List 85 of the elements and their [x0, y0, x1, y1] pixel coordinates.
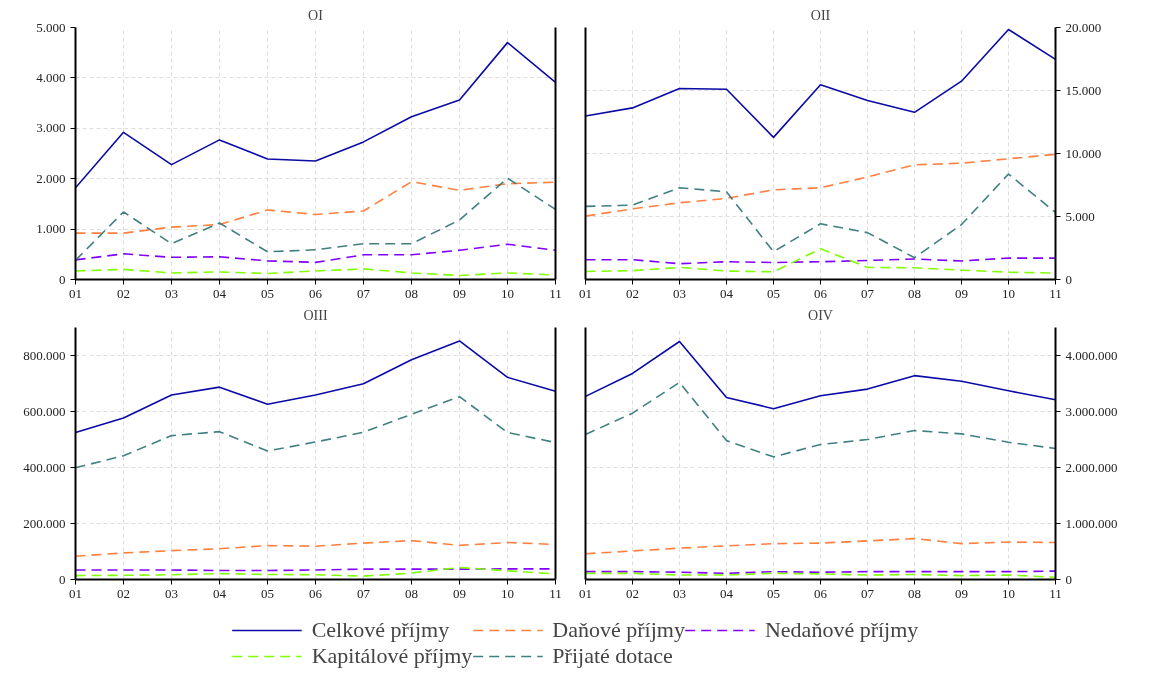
x-tick-label: 08 — [405, 585, 418, 601]
x-tick-label: 01 — [69, 585, 82, 601]
x-tick-label: 05 — [261, 585, 274, 601]
line-series — [585, 537, 1056, 555]
line-series — [75, 177, 556, 262]
x-tick-label: 06 — [814, 285, 828, 301]
x-tick-label: 11 — [1049, 285, 1062, 301]
x-tick-label: 01 — [579, 285, 592, 301]
x-tick-label: 04 — [720, 585, 734, 601]
x-tick-label: 01 — [579, 585, 592, 601]
y-tick-label: 2.000.000 — [1065, 459, 1118, 475]
line-series — [75, 180, 556, 234]
y-tick-label: 4.000.000 — [1065, 347, 1118, 363]
y-tick-label: 15.000 — [1065, 82, 1102, 98]
x-tick-label: 10 — [501, 585, 514, 601]
x-tick-label: 05 — [261, 285, 274, 301]
legend-label: Celkové příjmy — [311, 616, 450, 643]
x-tick-label: 01 — [69, 285, 82, 301]
x-tick-label: 09 — [955, 585, 968, 601]
chart-title: OIII — [303, 307, 328, 323]
x-tick-label: 07 — [861, 285, 875, 301]
x-tick-label: 05 — [767, 285, 780, 301]
x-tick-label: 02 — [626, 585, 639, 601]
x-tick-label: 02 — [117, 285, 130, 301]
x-tick-label: 03 — [673, 585, 686, 601]
y-tick-label: 0 — [59, 571, 66, 587]
legend-label: Přijaté dotace — [552, 642, 673, 669]
x-tick-label: 05 — [767, 585, 780, 601]
x-tick-label: 03 — [165, 585, 178, 601]
x-tick-label: 10 — [1002, 585, 1015, 601]
x-tick-label: 07 — [357, 585, 371, 601]
y-tick-label: 400.000 — [23, 459, 66, 475]
line-series — [585, 381, 1056, 458]
y-tick-label: 10.000 — [1065, 145, 1102, 161]
y-tick-label: 4.000 — [36, 69, 66, 85]
x-tick-label: 02 — [626, 285, 639, 301]
y-tick-label: 5.000 — [36, 19, 66, 35]
chart-title: OI — [308, 7, 324, 23]
y-tick-label: 0 — [1065, 571, 1072, 587]
x-tick-label: 06 — [309, 285, 323, 301]
x-tick-label: 08 — [405, 285, 418, 301]
x-tick-label: 09 — [453, 585, 466, 601]
x-tick-label: 09 — [955, 285, 968, 301]
line-series — [585, 173, 1056, 259]
x-tick-label: 10 — [1002, 285, 1015, 301]
x-tick-label: 10 — [501, 285, 514, 301]
line-series — [585, 153, 1056, 217]
legend-label: Nedaňové příjmy — [764, 616, 919, 643]
chart-title: OII — [810, 7, 831, 23]
y-tick-label: 2.000 — [36, 170, 66, 186]
x-tick-label: 04 — [720, 285, 734, 301]
y-tick-label: 20.000 — [1065, 19, 1102, 35]
line-series — [585, 28, 1056, 139]
x-tick-label: 09 — [453, 285, 466, 301]
x-tick-label: 04 — [213, 285, 227, 301]
y-tick-label: 5.000 — [1065, 208, 1095, 224]
y-tick-label: 1.000.000 — [1065, 515, 1118, 531]
x-tick-label: 06 — [309, 585, 323, 601]
y-tick-label: 0 — [1065, 271, 1072, 287]
y-tick-label: 600.000 — [23, 403, 66, 419]
x-tick-label: 03 — [165, 285, 178, 301]
line-series — [75, 243, 556, 264]
x-tick-label: 11 — [549, 285, 562, 301]
line-series — [75, 340, 556, 434]
x-tick-label: 02 — [117, 585, 130, 601]
legend-label: Kapitálové příjmy — [311, 642, 473, 669]
x-tick-label: 07 — [861, 585, 875, 601]
line-series — [585, 340, 1056, 410]
chart-title: OIV — [808, 307, 833, 323]
x-tick-label: 08 — [908, 585, 921, 601]
y-tick-label: 1.000 — [36, 221, 66, 237]
y-tick-label: 3.000 — [36, 120, 66, 136]
y-tick-label: 200.000 — [23, 515, 66, 531]
x-tick-label: 04 — [213, 585, 227, 601]
x-tick-label: 08 — [908, 285, 921, 301]
line-series — [75, 41, 556, 189]
x-tick-label: 11 — [1049, 585, 1062, 601]
y-tick-label: 3.000.000 — [1065, 403, 1118, 419]
x-tick-label: 06 — [814, 585, 828, 601]
x-tick-label: 03 — [673, 285, 686, 301]
x-tick-label: 07 — [357, 285, 371, 301]
y-tick-label: 800.000 — [23, 347, 66, 363]
legend-label: Daňové příjmy — [552, 616, 685, 643]
y-tick-label: 0 — [59, 271, 66, 287]
x-tick-label: 11 — [549, 585, 562, 601]
